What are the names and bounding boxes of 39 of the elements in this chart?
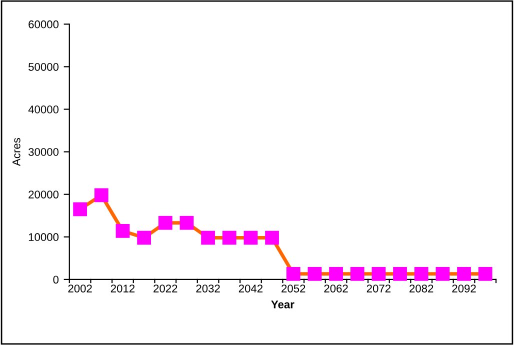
point bbox=[414, 266, 428, 281]
y-axis-title: Acres bbox=[12, 138, 20, 166]
point bbox=[180, 216, 194, 230]
y-tick-label: 10000 bbox=[28, 233, 59, 242]
point bbox=[372, 266, 386, 281]
point bbox=[286, 266, 300, 281]
x-tick-label: 2092 bbox=[452, 284, 476, 292]
x-tick-label: 2042 bbox=[238, 284, 263, 292]
y-tick-label: 50000 bbox=[28, 62, 59, 71]
point bbox=[457, 266, 471, 281]
point bbox=[244, 230, 258, 245]
point bbox=[201, 230, 215, 245]
x-tick-label: 2032 bbox=[196, 284, 220, 292]
point bbox=[116, 224, 130, 238]
point bbox=[73, 202, 87, 216]
x-tick-label: 2082 bbox=[410, 284, 434, 292]
y-tick-label: 20000 bbox=[28, 190, 59, 198]
point bbox=[222, 230, 236, 245]
point bbox=[436, 266, 450, 281]
point bbox=[265, 230, 279, 245]
x-tick-label: 2002 bbox=[68, 284, 92, 292]
x-tick-label: 2072 bbox=[366, 284, 390, 292]
x-tick-label: 2012 bbox=[110, 284, 135, 292]
x-tick-label: 2062 bbox=[324, 284, 348, 292]
point bbox=[478, 266, 492, 281]
point bbox=[137, 230, 151, 245]
y-tick-label: 0 bbox=[53, 276, 59, 284]
point bbox=[393, 266, 407, 281]
y-tick-label: 60000 bbox=[28, 20, 59, 28]
x-tick-label: 2022 bbox=[154, 284, 178, 292]
x-tick-label: 2052 bbox=[282, 284, 306, 292]
point bbox=[350, 266, 364, 281]
point bbox=[308, 266, 322, 281]
point bbox=[94, 188, 108, 202]
point bbox=[158, 216, 172, 230]
x-axis-title: Year bbox=[271, 300, 294, 308]
y-tick-label: 40000 bbox=[28, 106, 59, 114]
y-tick-label: 30000 bbox=[28, 148, 59, 156]
point bbox=[329, 266, 343, 281]
